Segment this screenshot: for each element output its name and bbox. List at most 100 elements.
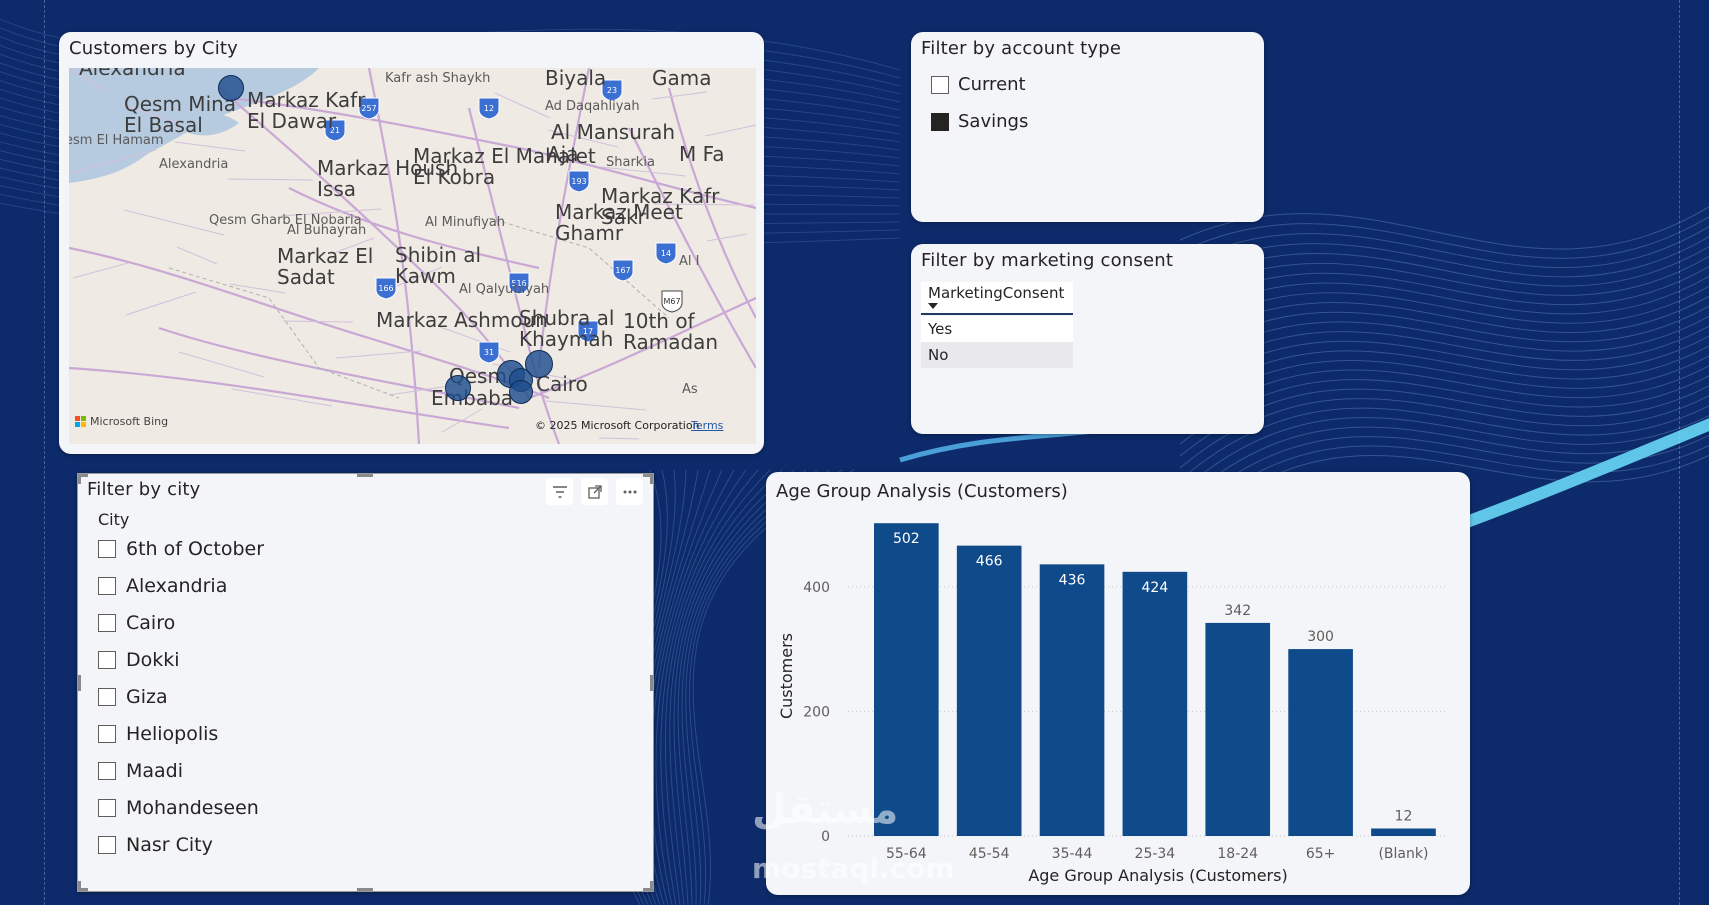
- map-place-label: Alexandria: [159, 157, 229, 172]
- checkbox[interactable]: [98, 614, 116, 632]
- checkbox[interactable]: [931, 112, 949, 131]
- highway-shield-icon: 17: [577, 320, 599, 343]
- city-option[interactable]: Maadi: [98, 760, 183, 782]
- map-lake: [169, 113, 239, 136]
- city-bubble[interactable]: [525, 350, 553, 378]
- city-option[interactable]: Dokki: [98, 649, 180, 671]
- map-place-label: As: [682, 382, 698, 397]
- checkbox[interactable]: [98, 799, 116, 817]
- city-option[interactable]: Cairo: [98, 612, 175, 634]
- map-minor-road: [70, 149, 157, 174]
- city-slicer[interactable]: Filter by city City 6th of October Alexan…: [77, 473, 654, 892]
- checkbox[interactable]: [98, 762, 116, 780]
- checkbox[interactable]: [98, 577, 116, 595]
- resize-handle[interactable]: [650, 474, 653, 484]
- chart-title: Age Group Analysis (Customers): [776, 481, 1068, 502]
- resize-handle[interactable]: [78, 881, 81, 891]
- age-group-chart[interactable]: Age Group Analysis (Customers) 0 200 400 502…: [766, 472, 1470, 895]
- highway-shield-icon: 166: [375, 277, 397, 300]
- city-option[interactable]: 6th of October: [98, 538, 264, 560]
- account-type-option-savings[interactable]: Savings: [931, 111, 1028, 132]
- highway-shield-label: 167: [615, 266, 630, 275]
- highway-shield-icon: 14: [655, 242, 677, 265]
- checkbox[interactable]: [98, 651, 116, 669]
- map-minor-road: [72, 262, 129, 279]
- resize-handle[interactable]: [78, 474, 81, 484]
- checkbox[interactable]: [931, 75, 949, 94]
- background-wave-line: [1179, 414, 1709, 493]
- city-option[interactable]: Alexandria: [98, 575, 227, 597]
- map-minor-road: [547, 129, 619, 148]
- map-road: [69, 246, 550, 400]
- city-bubble[interactable]: [218, 75, 244, 101]
- resize-handle[interactable]: [357, 474, 373, 477]
- map-minor-road: [227, 178, 314, 181]
- y-tick-label: 200: [803, 704, 830, 720]
- map-visual[interactable]: Customers by City 257 21 12 23 193 14 166 516 16…: [59, 32, 764, 454]
- consent-row-no[interactable]: No: [921, 342, 1073, 368]
- checkbox[interactable]: [98, 836, 116, 854]
- map-minor-road: [125, 291, 197, 316]
- highway-shield-label: 12: [484, 104, 494, 113]
- bar[interactable]: [1205, 622, 1271, 836]
- map-terms-link[interactable]: Terms: [691, 419, 724, 432]
- consent-row-yes[interactable]: Yes: [921, 316, 1073, 342]
- resize-handle[interactable]: [78, 474, 88, 477]
- bar[interactable]: [1039, 564, 1105, 836]
- map-minor-road: [69, 68, 110, 94]
- filter-icon[interactable]: [546, 478, 573, 505]
- account-type-option-current[interactable]: Current: [931, 74, 1026, 95]
- focus-mode-icon[interactable]: [581, 478, 608, 505]
- city-option[interactable]: Nasr City: [98, 834, 213, 856]
- map-place-label: Markaz Kafr Sakr: [601, 184, 720, 229]
- city-option[interactable]: Heliopolis: [98, 723, 218, 745]
- map-road: [69, 366, 510, 430]
- highway-shield-label: 193: [571, 177, 586, 186]
- checkbox[interactable]: [98, 725, 116, 743]
- map-minor-road: [706, 233, 748, 242]
- city-option[interactable]: Giza: [98, 686, 168, 708]
- highway-shield-icon: 516: [508, 272, 530, 295]
- sort-arrow-icon[interactable]: [928, 303, 938, 309]
- y-axis-title: Customers: [777, 633, 796, 719]
- resize-handle[interactable]: [650, 881, 653, 891]
- column-header[interactable]: MarketingConsent: [921, 282, 1073, 315]
- background-wave-line: [677, 469, 807, 905]
- guide-line: [44, 0, 45, 905]
- highway-shield-label: 17: [583, 327, 593, 336]
- column-header-label: MarketingConsent: [928, 284, 1065, 302]
- resize-handle[interactable]: [78, 888, 88, 891]
- marketing-consent-slicer: Filter by marketing consent MarketingCon…: [911, 244, 1264, 434]
- x-tick-label: 55-64: [886, 846, 927, 862]
- highway-shield-icon: 31: [478, 341, 500, 364]
- city-bubble[interactable]: [445, 375, 471, 401]
- bar[interactable]: [874, 523, 939, 836]
- more-options-icon[interactable]: [616, 478, 643, 505]
- city-option[interactable]: Mohandeseen: [98, 797, 259, 819]
- map-road: [467, 107, 561, 444]
- background-wave-line: [655, 469, 747, 905]
- resize-handle[interactable]: [78, 675, 81, 691]
- city-slicer-title: Filter by city: [87, 479, 201, 500]
- bar[interactable]: [1371, 828, 1436, 836]
- bar[interactable]: [956, 545, 1022, 836]
- bar[interactable]: [1288, 649, 1353, 836]
- resize-handle[interactable]: [643, 888, 653, 891]
- city-bubble[interactable]: [509, 380, 533, 404]
- checkbox[interactable]: [98, 540, 116, 558]
- map-place-label: Al Qalyubiyah: [459, 282, 550, 297]
- map-place-label: Embaba: [431, 386, 514, 410]
- bar[interactable]: [1122, 571, 1188, 836]
- background-wave-line: [689, 469, 843, 905]
- resize-handle[interactable]: [357, 888, 373, 891]
- map-canvas[interactable]: 257 21 12 23 193 14 166 516 167 M67 17 31 Alexandri…: [69, 68, 756, 444]
- map-place-label: Ad Daqahliyah: [545, 99, 640, 114]
- highway-shield-label: 31: [484, 348, 494, 357]
- checkbox[interactable]: [98, 688, 116, 706]
- resize-handle[interactable]: [650, 675, 653, 691]
- bing-logo: Microsoft Bing: [75, 415, 168, 428]
- resize-handle[interactable]: [643, 474, 653, 477]
- map-minor-road: [598, 437, 640, 440]
- city-option-label: Heliopolis: [126, 723, 219, 745]
- y-tick-label: 0: [821, 829, 830, 845]
